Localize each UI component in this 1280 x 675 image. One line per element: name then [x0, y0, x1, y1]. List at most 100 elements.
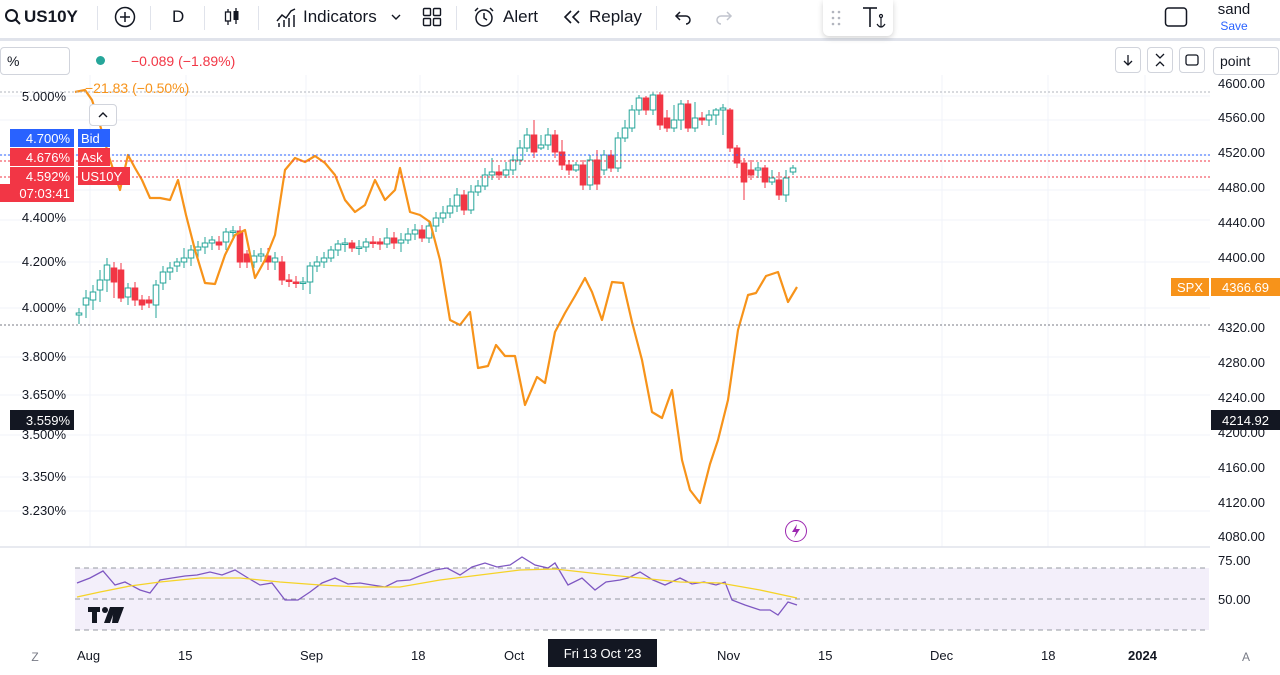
symbol-search[interactable]: US10Y: [4, 0, 78, 34]
drag-handle-icon[interactable]: [831, 10, 841, 26]
left-scale-mode[interactable]: %: [0, 47, 70, 75]
time-axis-label: Oct: [504, 648, 525, 663]
candle-body: [747, 169, 755, 176]
spx-line: [74, 88, 798, 505]
candle-body: [152, 284, 160, 306]
left-axis-label: 3.800%: [21, 349, 66, 364]
market-status-dot: [96, 56, 105, 65]
save-layout-button[interactable]: sand Save: [1210, 2, 1258, 34]
collapse-button[interactable]: [1147, 47, 1173, 73]
us10y-candle: [327, 246, 335, 262]
candle-body: [187, 249, 195, 259]
layouts-button[interactable]: [422, 0, 442, 34]
candle-body: [712, 109, 720, 116]
us10y-candle: [292, 276, 300, 288]
us10y-candle: [621, 120, 629, 142]
fullscreen-button[interactable]: [1164, 0, 1188, 34]
candle-body: [446, 205, 454, 214]
symbol-label-tag: US10Y: [78, 167, 130, 185]
us10y-candle: [299, 277, 307, 290]
compare-button[interactable]: [114, 0, 136, 34]
candle-body: [621, 127, 629, 139]
us10y-candle: [747, 160, 755, 180]
candle-body: [278, 261, 286, 281]
us10y-candle: [390, 232, 398, 249]
candle-body: [138, 299, 146, 306]
redo-button[interactable]: [715, 0, 735, 34]
us10y-candle: [726, 108, 734, 152]
candle-body: [684, 103, 692, 129]
indicators-button[interactable]: Indicators: [275, 0, 401, 34]
candle-body: [495, 171, 503, 176]
candle-body: [572, 164, 580, 171]
scroll-down-button[interactable]: [1115, 47, 1141, 73]
us10y-candle: [467, 185, 475, 214]
us10y-candle: [579, 160, 587, 190]
us10y-candle: [397, 233, 405, 252]
candle-body: [628, 109, 636, 129]
us10y-candle: [103, 258, 111, 292]
timezone-button[interactable]: Z: [31, 650, 39, 664]
candle-body: [551, 134, 559, 153]
ask-label-tag: Ask: [78, 148, 110, 166]
left-axis-label: 4.400%: [21, 210, 66, 225]
us10y-candle: [355, 240, 363, 255]
us10y-candle: [586, 155, 594, 190]
interval-button[interactable]: D: [172, 7, 185, 26]
us10y-candle: [418, 225, 426, 242]
candle-body: [586, 159, 594, 186]
text-anchor-icon[interactable]: [861, 5, 889, 31]
us10y-candle: [789, 165, 797, 175]
candle-body: [789, 167, 797, 173]
candle-body: [390, 237, 398, 244]
collapse-arrows-icon: [1154, 53, 1166, 67]
candle-body: [782, 177, 790, 196]
us10y-candle: [376, 238, 384, 250]
right-axis-label: 4080.00: [1218, 529, 1265, 544]
candle-body: [208, 239, 216, 244]
us10y-candle: [691, 102, 699, 132]
right-scale-mode[interactable]: point: [1213, 47, 1279, 75]
us10y-candle: [75, 308, 83, 324]
candle-body: [89, 291, 97, 301]
arrow-down-icon: [1122, 54, 1134, 66]
us10y-candle: [642, 96, 650, 115]
left-axis-label: 5.000%: [21, 89, 66, 104]
candle-body: [460, 194, 468, 211]
us10y-candle: [775, 172, 783, 200]
us10y-candle: [187, 245, 195, 266]
candle-body: [124, 287, 132, 298]
us10y-candle: [404, 228, 412, 244]
maximize-icon: [1185, 54, 1199, 66]
candle-body: [355, 246, 363, 249]
maximize-pane-button[interactable]: [1179, 47, 1205, 73]
auto-scale-button[interactable]: A: [1241, 650, 1250, 664]
news-lightning-icon[interactable]: [785, 520, 807, 542]
us10y-candle: [152, 280, 160, 318]
us10y-candle: [628, 105, 636, 132]
us10y-candle: [411, 224, 419, 240]
candle-body: [306, 265, 314, 283]
left-axis-label: 3.230%: [21, 503, 66, 518]
legend-collapse-button[interactable]: [89, 104, 117, 126]
alert-button[interactable]: Alert: [473, 0, 538, 34]
us10y-candle: [649, 92, 657, 115]
undo-button[interactable]: [672, 0, 692, 34]
candle-body: [761, 167, 769, 183]
replay-button[interactable]: Replay: [562, 0, 642, 34]
candle-body: [516, 147, 524, 161]
candle-body: [481, 174, 489, 187]
chevron-down-icon[interactable]: [391, 12, 401, 22]
candle-body: [775, 179, 783, 196]
us10y-candle: [362, 238, 370, 252]
us10y-candle: [271, 252, 279, 270]
candle-body: [502, 169, 510, 176]
candle-body: [432, 217, 440, 227]
candle-body: [691, 117, 699, 129]
toolbar-border: [0, 38, 1280, 41]
divider: [204, 6, 205, 30]
left-axis-label: 3.500%: [21, 427, 66, 442]
bid-price-tag: 4.700%: [10, 129, 74, 147]
chart-type-button[interactable]: [222, 0, 242, 34]
